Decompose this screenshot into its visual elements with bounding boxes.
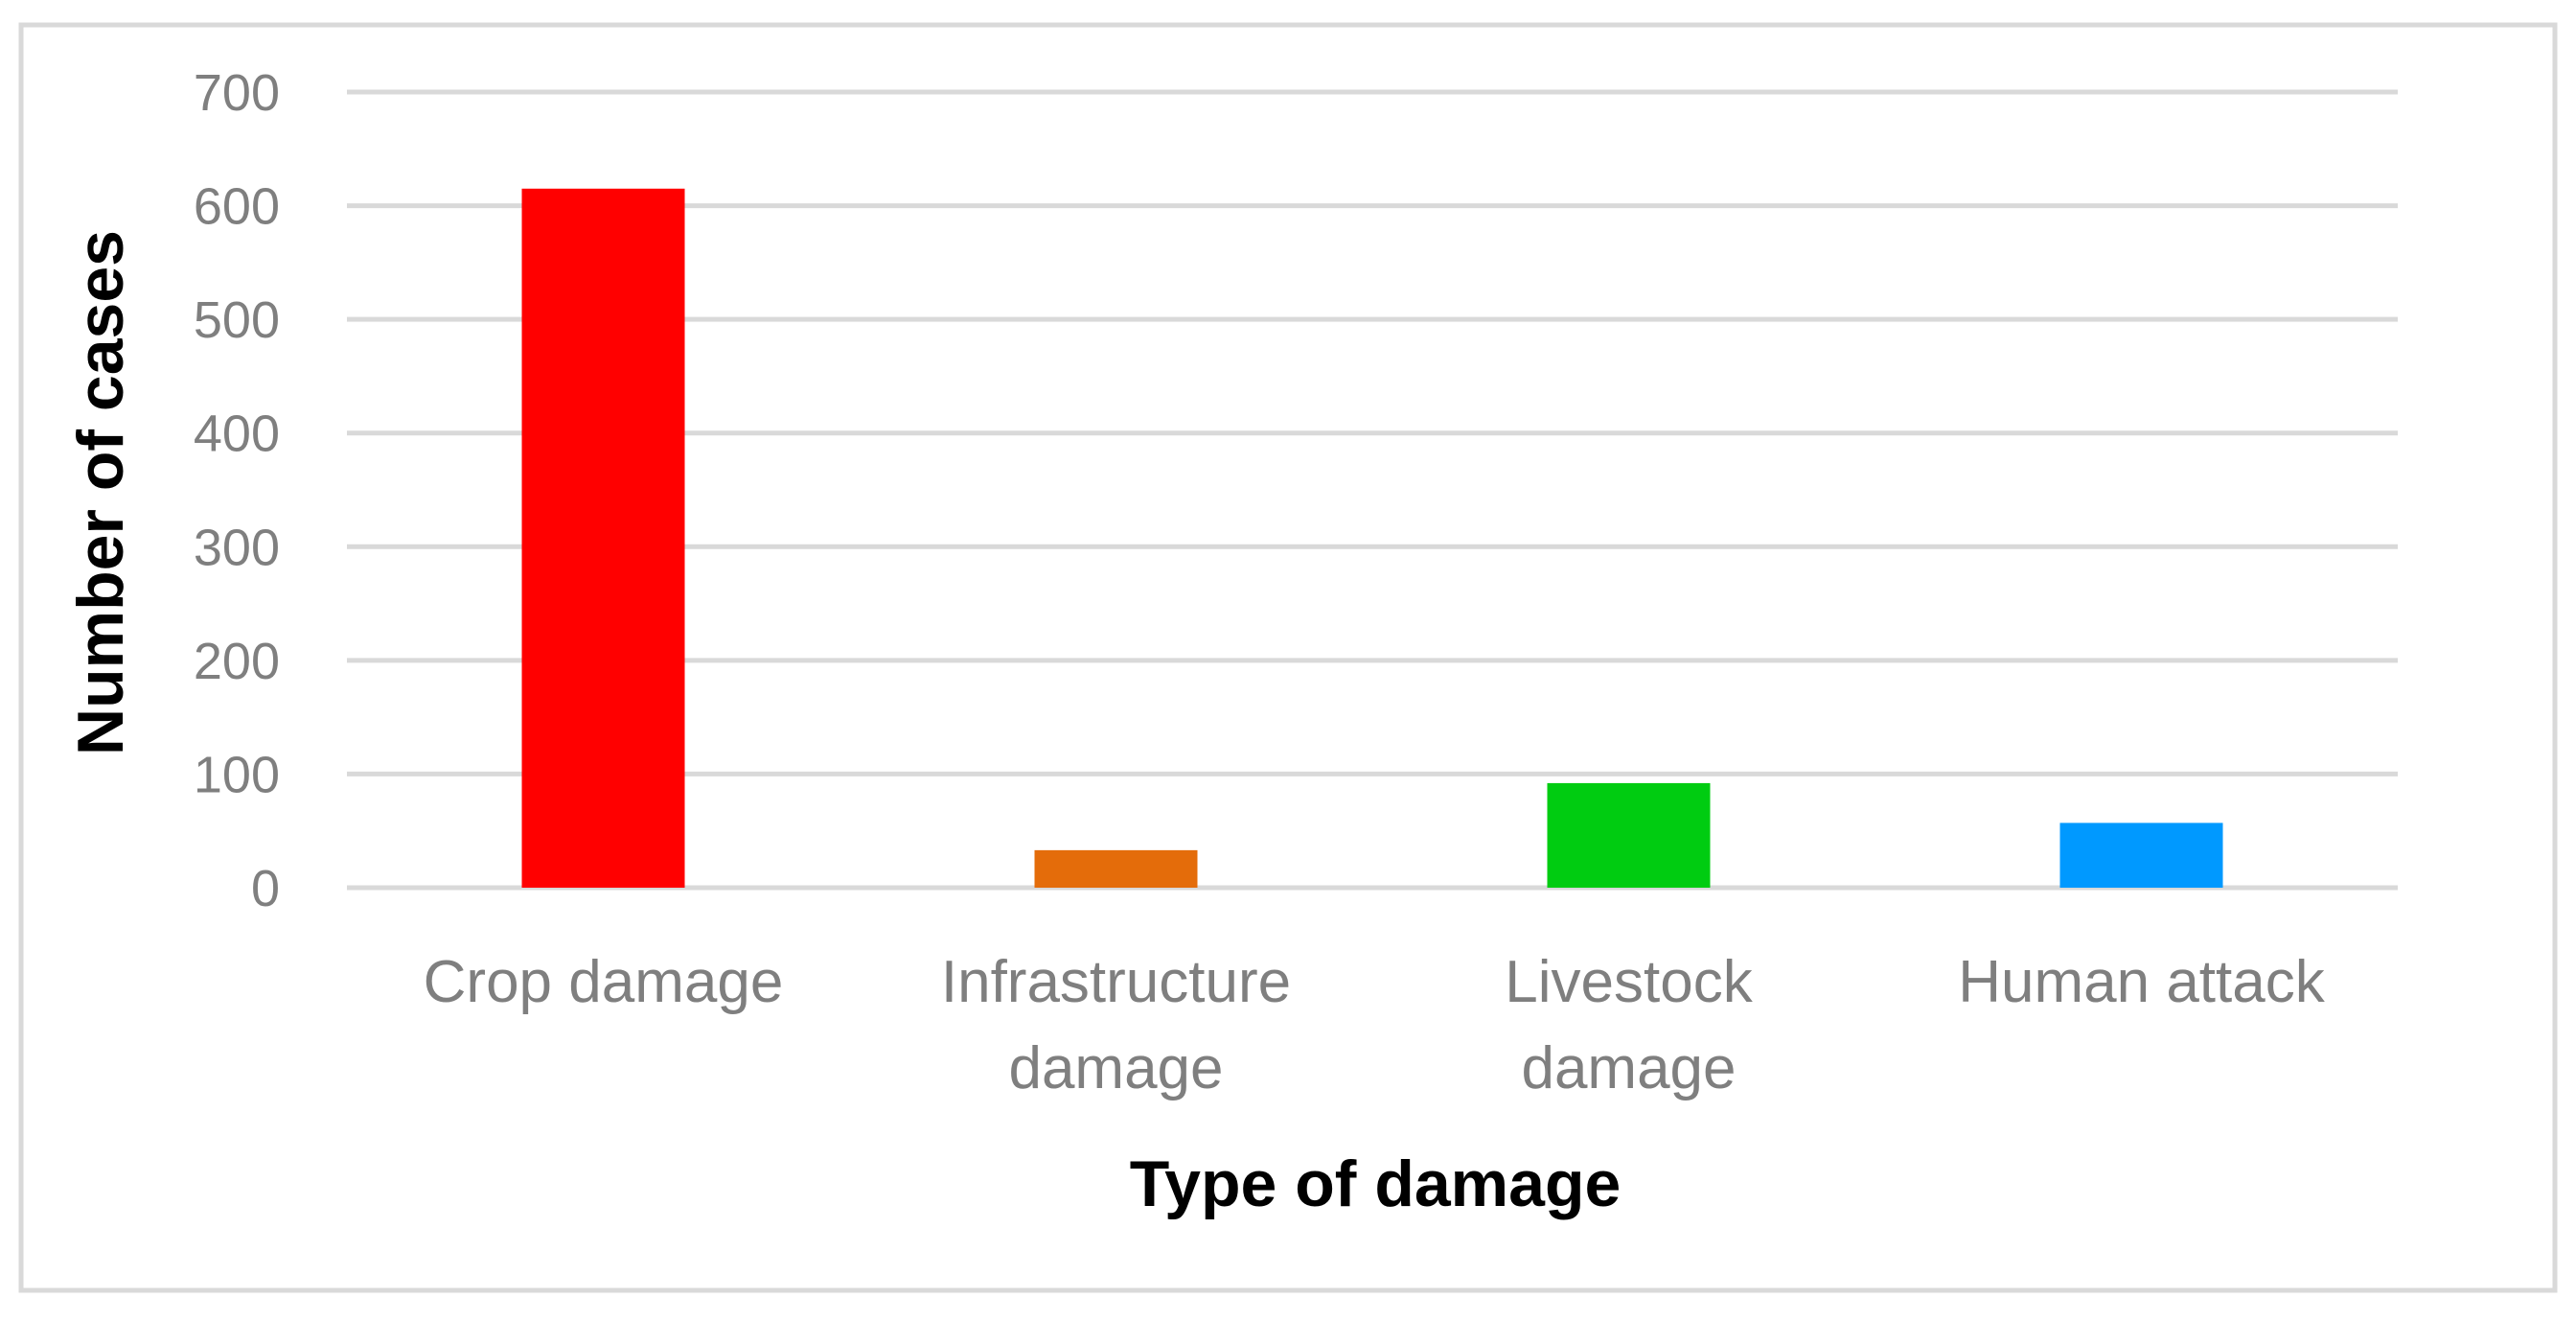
bar	[2059, 823, 2223, 888]
bar	[1034, 849, 1198, 888]
y-axis-title: Number of cases	[64, 230, 137, 755]
y-tick-label: 0	[251, 860, 280, 917]
x-category-label: Infrastructure	[941, 949, 1291, 1015]
y-tick-label: 200	[194, 633, 280, 690]
y-axis-ticks: 0 100 200 300 400 500 600 700	[194, 64, 280, 917]
x-category-label: Livestock	[1505, 949, 1753, 1015]
y-tick-label: 600	[194, 178, 280, 236]
x-axis-categories: Crop damage Infrastructure damage Livestock…	[424, 949, 2326, 1101]
bar	[1547, 782, 1711, 888]
x-category-label: damage	[1008, 1035, 1223, 1101]
x-category-label: damage	[1521, 1035, 1736, 1101]
x-category-label: Human attack	[1958, 949, 2326, 1015]
gridlines	[347, 89, 2398, 891]
bars	[521, 188, 2223, 889]
x-axis-title: Type of damage	[1130, 1147, 1622, 1220]
chart-border	[18, 22, 2558, 1293]
y-tick-label: 300	[194, 519, 280, 576]
y-tick-label: 500	[194, 291, 280, 349]
y-tick-label: 100	[194, 746, 280, 803]
y-tick-label: 400	[194, 406, 280, 463]
bar	[521, 188, 685, 889]
x-category-label: Crop damage	[424, 949, 784, 1015]
y-tick-label: 700	[194, 64, 280, 122]
